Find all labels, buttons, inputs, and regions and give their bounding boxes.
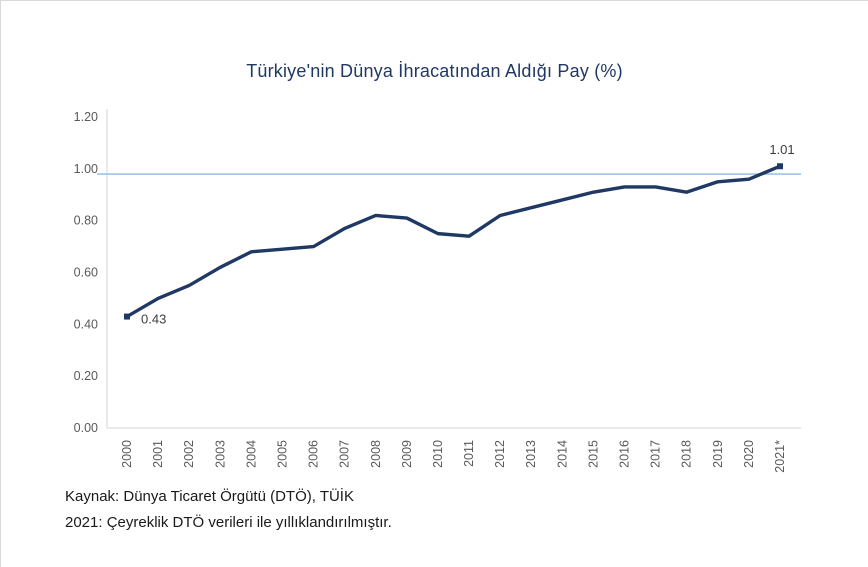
data-line [125,164,782,319]
x-tick-label: 2007 [338,440,352,468]
data-point-marker [124,313,130,320]
x-tick-label: 2016 [618,440,632,468]
x-tick-label: 2005 [275,440,289,468]
x-tick-label: 2008 [369,440,383,468]
x-tick-label: 2006 [307,440,321,468]
x-tick-label: 2021* [773,440,787,473]
x-tick-label: 2012 [493,440,507,468]
data-point-label: 1.01 [769,142,794,157]
x-tick-label: 2015 [586,440,600,468]
y-tick-label: 0.00 [74,421,98,435]
x-tick-label: 2017 [649,440,663,468]
y-tick-label: 0.60 [74,266,98,280]
x-tick-label: 2018 [680,440,694,468]
annualization-note: 2021: Çeyreklik DTÖ verileri ile yıllıkl… [65,514,392,531]
x-tick-label: 2011 [462,440,476,467]
y-tick-label: 1.00 [74,162,98,176]
x-tick-label: 2001 [151,440,165,468]
source-note: Kaynak: Dünya Ticaret Örgütü (DTÖ), TÜİK [65,488,354,505]
x-tick-label: 2009 [400,440,414,468]
chart-footnotes: Kaynak: Dünya Ticaret Örgütü (DTÖ), TÜİK… [65,484,392,536]
x-tick-label: 2019 [711,440,725,468]
y-tick-label: 1.20 [74,110,98,124]
x-tick-label: 2004 [244,440,258,468]
x-tick-label: 2010 [431,440,445,468]
x-tick-label: 2000 [120,440,134,468]
x-tick-label: 2002 [182,440,196,468]
data-point-label: 0.43 [141,312,166,327]
y-tick-label: 0.40 [74,317,98,331]
data-point-marker [777,163,783,170]
x-tick-label: 2003 [213,440,227,468]
x-tick-label: 2014 [555,440,569,468]
chart-title: Türkiye'nin Dünya İhracatından Aldığı Pa… [246,61,623,81]
y-tick-label: 0.20 [74,369,98,383]
x-tick-label: 2020 [742,440,756,468]
x-tick-label: 2013 [524,440,538,468]
y-tick-label: 0.80 [74,214,98,228]
